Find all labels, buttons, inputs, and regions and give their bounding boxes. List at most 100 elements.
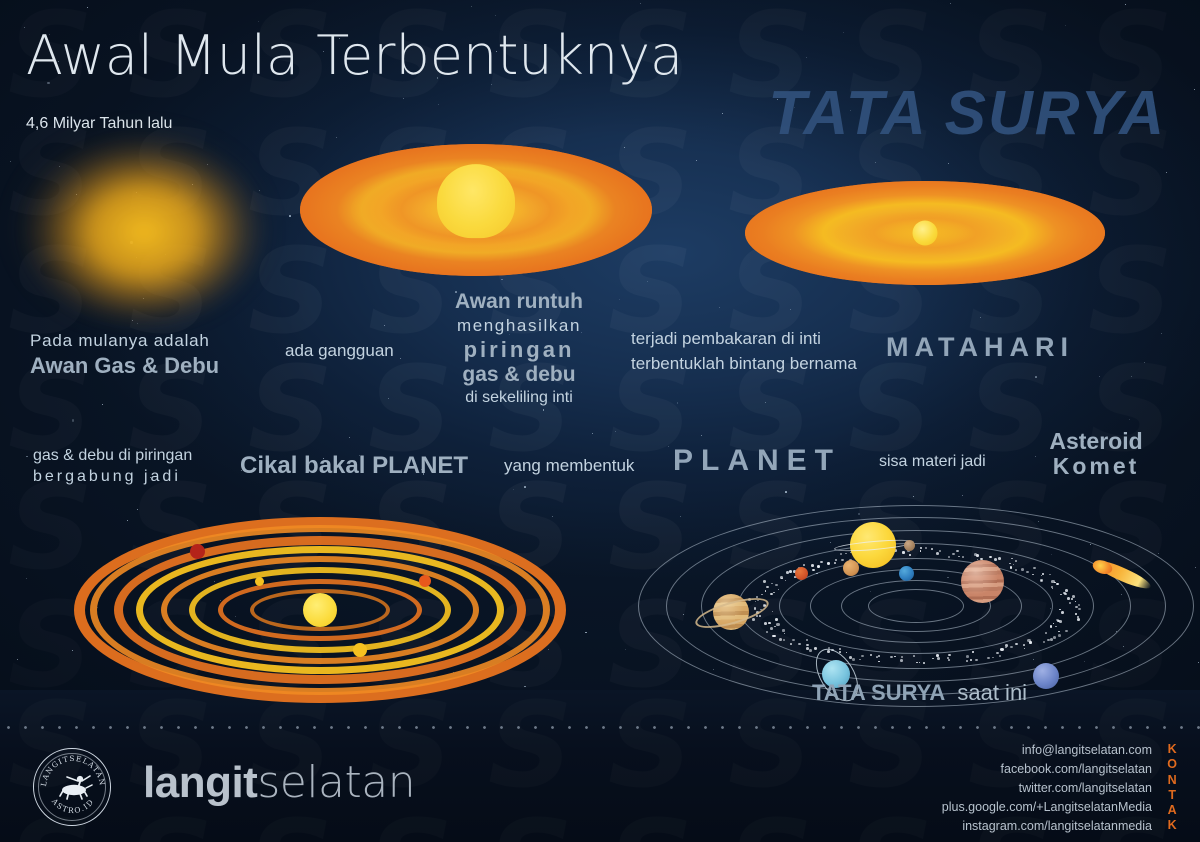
asteroid <box>919 550 922 552</box>
asteroid <box>955 550 959 553</box>
contact-instagram[interactable]: instagram.com/langitselatanmedia <box>962 819 1152 833</box>
asteroid <box>1049 573 1052 576</box>
stage6-connector: yang membentuk <box>504 456 635 475</box>
svg-text:ASTRO.ID: ASTRO.ID <box>49 796 96 815</box>
star <box>17 658 19 660</box>
footer-watermark-pattern <box>0 690 1200 842</box>
star <box>806 57 808 59</box>
kontak-letter: K <box>1167 818 1178 833</box>
star <box>387 397 389 399</box>
asteroid <box>1067 597 1071 600</box>
asteroid <box>925 546 928 549</box>
star <box>101 403 103 405</box>
asteroid <box>781 577 784 580</box>
star <box>534 369 536 371</box>
asteroid <box>846 652 848 654</box>
asteroid <box>1049 638 1054 642</box>
star <box>961 494 963 496</box>
asteroid <box>992 656 994 659</box>
asteroid <box>1050 585 1053 588</box>
protostar <box>303 593 337 627</box>
star <box>548 649 549 651</box>
star <box>552 516 553 518</box>
stage2-caption: ada gangguan <box>285 341 394 360</box>
asteroid <box>1033 566 1037 570</box>
asteroid <box>1032 573 1034 576</box>
star <box>48 33 51 36</box>
star <box>1064 25 1066 27</box>
seal-inner-ring <box>38 753 106 821</box>
asteroid <box>1009 562 1011 565</box>
star <box>524 685 526 688</box>
asteroid <box>1004 646 1007 649</box>
contact-twitter[interactable]: twitter.com/langitselatan <box>1018 781 1152 795</box>
kontak-letter: N <box>1167 772 1178 787</box>
star <box>583 458 585 460</box>
stage7-caption: Asteroid Komet <box>1026 428 1166 480</box>
asteroid <box>813 647 817 650</box>
star <box>1165 172 1167 174</box>
asteroid <box>828 647 830 649</box>
asteroid <box>1043 641 1045 643</box>
asteroid <box>812 569 816 572</box>
contact-googleplus[interactable]: plus.google.com/+LangitselatanMedia <box>941 800 1152 814</box>
asteroid <box>996 652 999 655</box>
asteroid <box>764 590 767 592</box>
asteroid <box>1014 560 1018 563</box>
star <box>719 307 721 309</box>
asteroid <box>827 562 831 565</box>
star <box>949 3 951 5</box>
asteroid <box>845 552 847 555</box>
asteroid <box>840 552 843 555</box>
asteroid <box>1078 603 1081 606</box>
asteroid <box>893 548 898 552</box>
asteroid <box>751 618 756 622</box>
page-title: Awal Mula Terbentuknya <box>26 24 684 87</box>
asteroid <box>754 600 757 603</box>
asteroid <box>961 556 964 558</box>
star <box>615 431 617 433</box>
asteroid <box>1074 605 1078 608</box>
asteroid <box>1058 630 1061 633</box>
planet-mercury <box>904 540 915 551</box>
asteroid <box>757 599 759 602</box>
asteroid <box>769 627 773 630</box>
asteroid <box>772 634 776 638</box>
asteroid <box>878 660 880 663</box>
asteroid <box>1020 568 1025 572</box>
planetesimal-2 <box>419 575 431 587</box>
star <box>700 434 702 436</box>
star <box>646 281 648 283</box>
star <box>150 477 152 479</box>
star <box>542 409 545 411</box>
asteroid <box>1056 582 1059 585</box>
asteroid <box>785 571 790 574</box>
star <box>581 331 583 333</box>
asteroid <box>1074 601 1077 603</box>
contact-facebook[interactable]: facebook.com/langitselatan <box>1000 762 1152 776</box>
stage3-line5: di sekeliling inti <box>465 388 573 406</box>
asteroid <box>1064 593 1068 596</box>
contact-email[interactable]: info@langitselatan.com <box>1021 743 1152 757</box>
asteroid <box>1052 623 1055 625</box>
asteroid <box>1011 557 1013 559</box>
asteroid <box>772 591 775 594</box>
star <box>785 490 787 493</box>
sun-core <box>912 220 938 246</box>
asteroid <box>1077 618 1081 621</box>
asteroid <box>912 655 915 658</box>
asteroid <box>777 588 780 590</box>
asteroid <box>948 555 951 558</box>
stage6-label-planet: PLANET <box>673 444 841 477</box>
asteroid <box>939 549 942 552</box>
asteroid <box>771 582 774 585</box>
star <box>1197 661 1199 663</box>
star <box>400 357 402 359</box>
star <box>523 486 526 488</box>
star <box>323 458 325 460</box>
star <box>71 419 75 422</box>
protostar-core <box>437 164 515 239</box>
diagram-caption: TATA SURYA saat ini <box>812 680 1027 706</box>
stage7-connector: sisa materi jadi <box>879 453 986 470</box>
